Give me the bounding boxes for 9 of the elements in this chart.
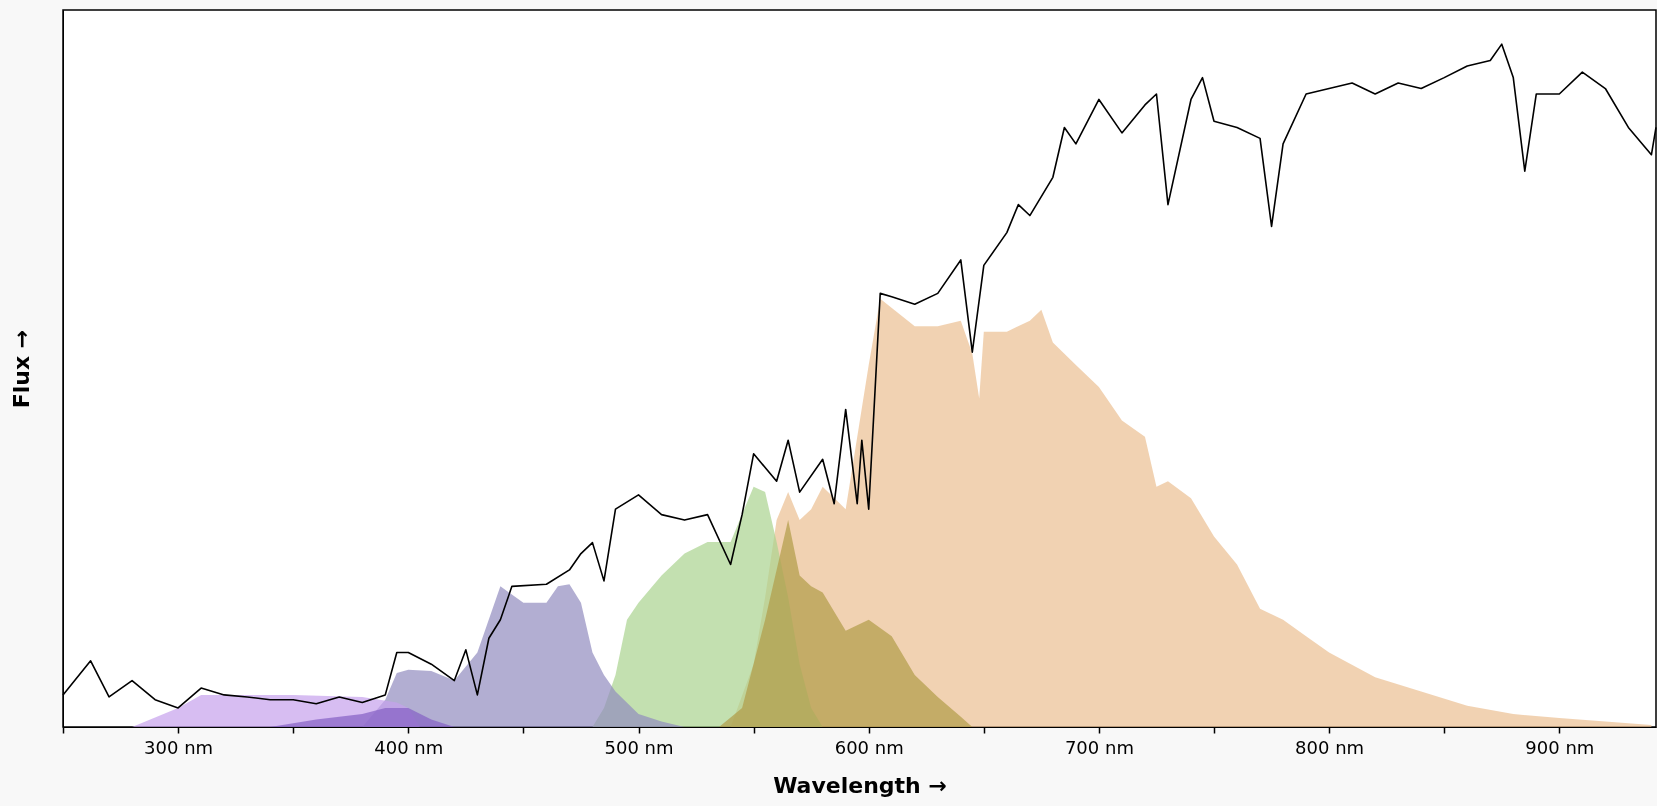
- x-tick-label: 700 nm: [1064, 736, 1134, 758]
- x-axis-title: Wavelength →: [773, 772, 947, 798]
- x-tick-label: 900 nm: [1525, 736, 1595, 758]
- x-tick-label: 600 nm: [834, 736, 904, 758]
- x-tick-label: 300 nm: [144, 736, 214, 758]
- x-tick-label: 800 nm: [1295, 736, 1365, 758]
- y-axis-title: Flux →: [8, 329, 34, 409]
- x-tick-label: 500 nm: [604, 736, 674, 758]
- x-tick-label: 400 nm: [374, 736, 444, 758]
